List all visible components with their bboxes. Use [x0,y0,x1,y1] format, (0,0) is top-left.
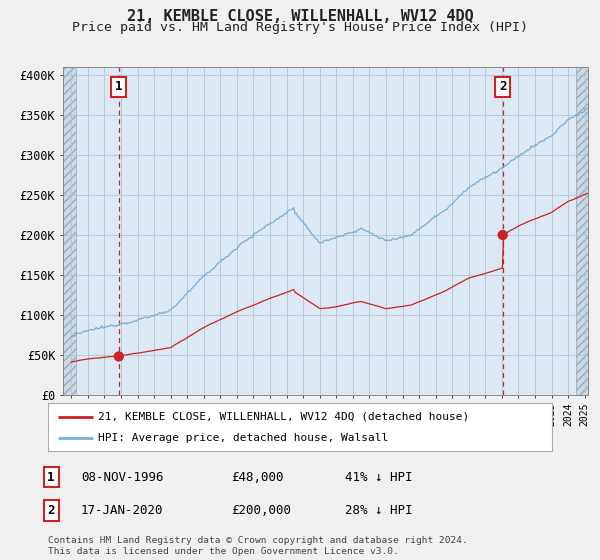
Text: 21, KEMBLE CLOSE, WILLENHALL, WV12 4DQ (detached house): 21, KEMBLE CLOSE, WILLENHALL, WV12 4DQ (… [98,412,470,422]
Text: 17-JAN-2020: 17-JAN-2020 [81,504,163,517]
Point [498,231,508,240]
Text: 1: 1 [115,80,122,94]
Point [114,352,124,361]
Text: HPI: Average price, detached house, Walsall: HPI: Average price, detached house, Wals… [98,433,389,444]
Bar [577,67,588,395]
Text: 1: 1 [47,470,55,484]
Text: 21, KEMBLE CLOSE, WILLENHALL, WV12 4DQ: 21, KEMBLE CLOSE, WILLENHALL, WV12 4DQ [127,9,473,24]
Text: 41% ↓ HPI: 41% ↓ HPI [345,470,413,484]
Text: 08-NOV-1996: 08-NOV-1996 [81,470,163,484]
Text: Contains HM Land Registry data © Crown copyright and database right 2024.
This d: Contains HM Land Registry data © Crown c… [48,536,468,556]
Bar [63,67,76,395]
Text: 2: 2 [47,504,55,517]
Text: 28% ↓ HPI: 28% ↓ HPI [345,504,413,517]
Text: £200,000: £200,000 [231,504,291,517]
Text: 2: 2 [499,80,506,94]
Text: Price paid vs. HM Land Registry's House Price Index (HPI): Price paid vs. HM Land Registry's House … [72,21,528,34]
Bar [63,67,76,395]
Text: £48,000: £48,000 [231,470,284,484]
Bar [577,67,588,395]
